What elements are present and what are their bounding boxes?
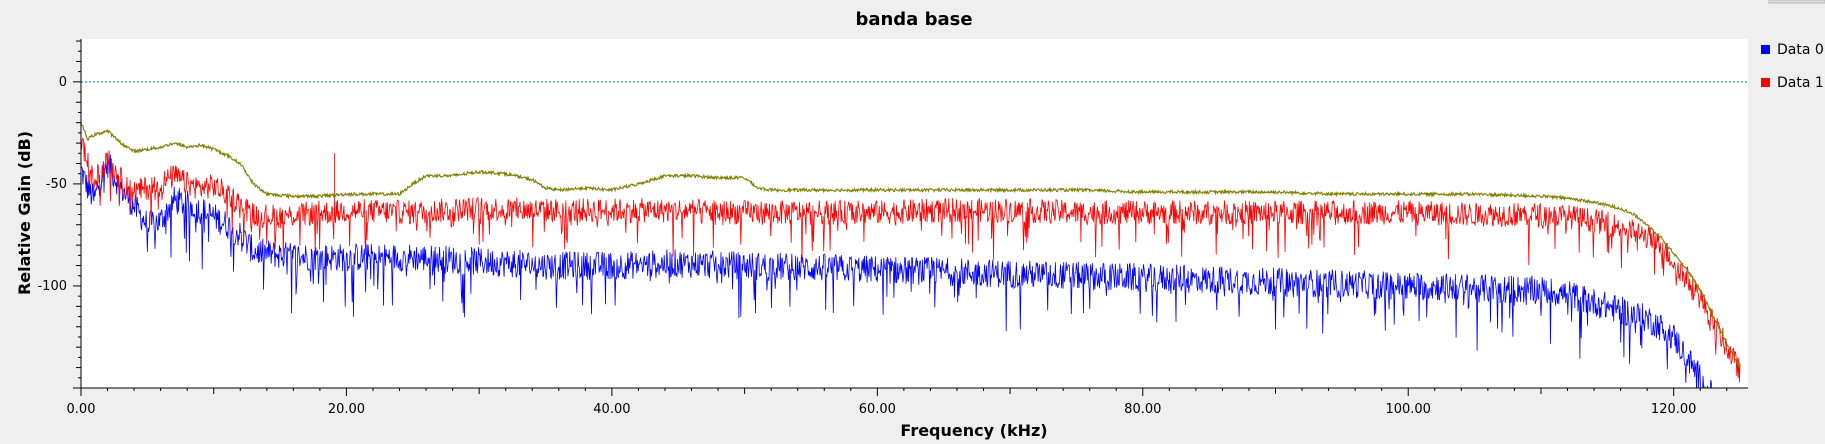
series-line-2 <box>81 122 1741 369</box>
y-axis-label: Relative Gain (dB) <box>15 131 34 295</box>
x-tick-label: 40.00 <box>593 402 630 417</box>
series-layer <box>81 122 1741 388</box>
legend-swatch <box>1761 78 1770 87</box>
legend-label: Data 0 <box>1777 42 1824 58</box>
legend: Data 0 Data 1 <box>1761 42 1824 91</box>
y-tick-label: -100 <box>37 279 67 294</box>
legend-swatch <box>1761 45 1770 54</box>
x-tick-label: 0.00 <box>67 402 96 417</box>
window-edge-handle <box>1768 0 1825 4</box>
chart-title: banda base <box>855 9 972 30</box>
legend-item-data-0[interactable]: Data 0 <box>1761 42 1824 58</box>
legend-item-data-1[interactable]: Data 1 <box>1761 75 1824 91</box>
y-tick-label: -50 <box>46 177 67 192</box>
x-tick-label: 120.00 <box>1651 402 1697 417</box>
x-tick-label: 20.00 <box>328 402 365 417</box>
x-tick-label: 80.00 <box>1124 402 1161 417</box>
y-tick-label: 0 <box>59 75 67 90</box>
x-tick-label: 60.00 <box>859 402 896 417</box>
y-axis: 0 -50 -100 <box>37 40 81 389</box>
plot-area[interactable] <box>81 39 1748 388</box>
x-axis-label: Frequency (kHz) <box>900 421 1047 440</box>
x-axis: 0.00 20.00 40.00 60.00 80.00 100.00 120.00 <box>67 388 1728 417</box>
legend-label: Data 1 <box>1777 75 1824 91</box>
x-tick-label: 100.00 <box>1385 402 1431 417</box>
series-line-0 <box>81 152 1713 388</box>
series-line-1 <box>81 137 1741 383</box>
